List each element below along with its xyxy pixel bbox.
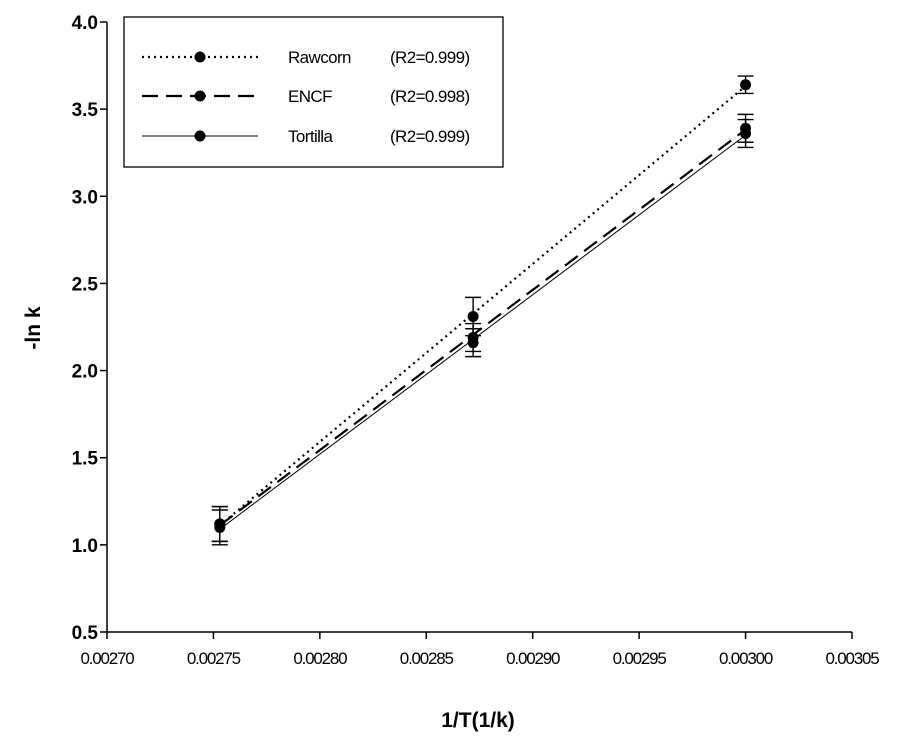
data-point xyxy=(740,79,752,91)
fit-line xyxy=(219,134,746,530)
legend-r2: (R2=0.999) xyxy=(390,127,470,146)
y-tick-label: 3.0 xyxy=(72,187,98,208)
y-tick-label: 2.5 xyxy=(72,274,99,295)
legend-label: Tortilla xyxy=(288,127,333,146)
legend-box xyxy=(123,16,504,168)
y-tick-label: 0.5 xyxy=(72,623,99,644)
series-tortilla xyxy=(211,118,754,546)
legend-marker xyxy=(194,51,206,63)
y-tick-label: 2.0 xyxy=(72,362,98,383)
data-point xyxy=(467,311,479,323)
x-tick-label: 0.00300 xyxy=(719,649,773,668)
fit-line xyxy=(219,128,747,527)
x-tick-label: 0.00290 xyxy=(506,649,560,668)
legend-marker xyxy=(194,90,206,102)
data-point xyxy=(214,521,226,533)
y-tick-label: 1.5 xyxy=(72,449,99,470)
legend: Rawcorn (R2=0.999) ENCF (R2=0.998) Tortilla (… xyxy=(123,16,504,168)
y-tick-label: 1.0 xyxy=(72,536,98,557)
series-layer xyxy=(211,75,754,546)
data-point xyxy=(467,337,479,349)
legend-marker xyxy=(194,130,206,142)
legend-r2: (R2=0.999) xyxy=(390,48,470,67)
data-point xyxy=(740,128,752,140)
x-tick-label: 0.00305 xyxy=(825,649,879,668)
x-tick-label: 0.00280 xyxy=(293,649,347,668)
series-encf xyxy=(211,113,754,543)
axes: 0.5 1.0 1.5 2.0 2.5 3.0 3.5 4.0 0.00270 0.00275 0.… xyxy=(72,13,881,668)
x-axis-label: 1/T(1/k) xyxy=(441,709,515,732)
legend-label: ENCF xyxy=(288,87,332,106)
y-tick-label: 4.0 xyxy=(72,13,98,34)
x-tick-label: 0.00275 xyxy=(187,649,241,668)
x-tick-label: 0.00285 xyxy=(400,649,454,668)
fit-line xyxy=(219,85,747,527)
y-axis-label: -ln k xyxy=(22,306,45,349)
legend-label: Rawcorn xyxy=(288,48,351,67)
y-tick-label: 3.5 xyxy=(72,100,99,121)
legend-r2: (R2=0.998) xyxy=(390,87,470,106)
x-tick-label: 0.00295 xyxy=(613,649,667,668)
x-tick-label: 0.00270 xyxy=(80,649,134,668)
